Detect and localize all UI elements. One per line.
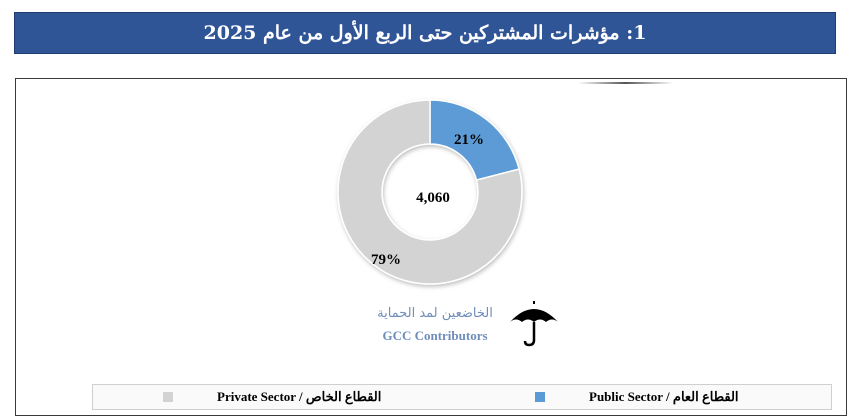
title-banner: 1: مؤشرات المشتركين حتى الربع الأول من ع… (14, 12, 836, 54)
chart-caption-arabic: الخاضعين لمد الحماية (377, 306, 493, 321)
chart-legend: Private Sector / القطاع الخاص Public Sec… (92, 384, 832, 410)
legend-label-private: Private Sector / القطاع الخاص (217, 389, 382, 404)
donut-chart (337, 99, 523, 285)
legend-item-public: Public Sector / القطاع العام (535, 389, 739, 405)
chart-caption-english: GCC Contributors (382, 328, 488, 343)
slice-label-private: 79% (371, 252, 401, 268)
donut-center-total: 4,060 (416, 190, 450, 206)
donut-slice-public (429, 99, 521, 181)
donut-slice-private (337, 99, 523, 285)
page-title: 1: مؤشرات المشتركين حتى الربع الأول من ع… (203, 22, 647, 44)
legend-item-private: Private Sector / القطاع الخاص (163, 389, 381, 405)
legend-swatch-public (535, 392, 545, 402)
slice-label-public: 21% (454, 132, 484, 148)
legend-swatch-private (163, 392, 173, 402)
decorative-line (578, 82, 673, 84)
umbrella-icon (510, 301, 558, 347)
legend-label-public: Public Sector / القطاع العام (589, 389, 739, 404)
